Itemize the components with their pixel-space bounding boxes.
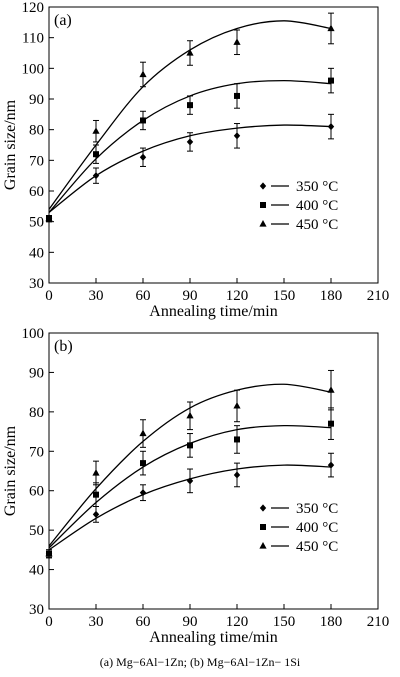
x-axis-title: Annealing time/min xyxy=(149,629,277,646)
plot-frame xyxy=(48,6,379,284)
data-point xyxy=(92,127,100,134)
legend-label: 400 °C xyxy=(296,198,338,214)
x-axis-title: Annealing time/min xyxy=(149,303,277,320)
data-point xyxy=(45,214,53,222)
x-tick-label: 210 xyxy=(367,288,390,304)
legend-label: 350 °C xyxy=(296,501,338,517)
data-point xyxy=(92,172,100,180)
legend-label: 350 °C xyxy=(296,179,338,195)
series-3 xyxy=(45,369,335,559)
y-tick-label: 70 xyxy=(29,153,44,169)
legend-marker xyxy=(260,202,266,208)
data-point xyxy=(92,468,100,476)
data-point xyxy=(45,549,53,557)
data-point xyxy=(328,420,334,427)
x-tick-label: 150 xyxy=(273,288,296,304)
figure-caption: (a) Mg−6Al−1Zn; (b) Mg−6Al−1Zn− 1Si xyxy=(100,655,301,669)
data-point xyxy=(93,151,99,158)
y-tick-label: 90 xyxy=(29,365,44,381)
series-2 xyxy=(46,67,334,223)
x-tick-label: 60 xyxy=(136,288,151,304)
legend-label: 450 °C xyxy=(296,217,338,233)
legend-marker xyxy=(260,524,266,530)
data-point xyxy=(139,429,147,437)
data-point xyxy=(233,471,241,479)
x-tick-label: 90 xyxy=(183,614,198,630)
data-point xyxy=(92,510,100,518)
legend-label: 450 °C xyxy=(296,539,338,555)
data-point xyxy=(234,92,240,99)
chart-panel-b: 0 30 60 90 120 150 180 21030405060708090100Anne… xyxy=(2,326,389,646)
data-point xyxy=(186,138,194,146)
x-tick-label: 30 xyxy=(89,288,104,304)
y-tick-label: 100 xyxy=(22,61,45,77)
data-point xyxy=(187,102,193,109)
x-tick-label: 180 xyxy=(320,614,343,630)
data-point xyxy=(327,386,335,393)
y-tick-label: 60 xyxy=(29,484,44,500)
chart-panel-a: 0 30 60 90 120 150 180 210304050607080901001101… xyxy=(2,0,389,320)
data-point xyxy=(327,461,335,469)
x-tick-label: 210 xyxy=(367,614,390,630)
y-tick-label: 110 xyxy=(22,31,44,47)
data-point xyxy=(327,24,335,32)
y-tick-label: 70 xyxy=(29,444,44,460)
data-point xyxy=(233,401,241,409)
y-tick-label: 80 xyxy=(29,123,44,139)
y-tick-label: 120 xyxy=(22,0,45,16)
x-tick-label: 0 xyxy=(45,614,53,630)
data-point xyxy=(139,153,147,161)
data-point xyxy=(186,49,194,56)
x-tick-label: 60 xyxy=(136,614,151,630)
legend: 350 °C 400 °C 450 °C xyxy=(259,179,338,233)
data-point xyxy=(93,491,99,498)
x-tick-label: 30 xyxy=(89,614,104,630)
data-point xyxy=(234,436,240,443)
series-1 xyxy=(45,113,335,223)
data-point xyxy=(187,442,193,449)
y-tick-label: 30 xyxy=(29,602,44,618)
legend-marker xyxy=(259,220,267,227)
legend-marker xyxy=(259,542,267,549)
data-point xyxy=(233,38,241,45)
panel-label: (b) xyxy=(54,338,73,355)
x-tick-label: 120 xyxy=(226,288,249,304)
data-point xyxy=(233,132,241,140)
x-tick-label: 90 xyxy=(183,288,198,304)
legend-marker xyxy=(259,182,267,190)
x-tick-label: 120 xyxy=(226,614,249,630)
y-axis-title: Grain size/nm xyxy=(2,425,19,516)
data-point xyxy=(140,117,146,124)
legend: 350 °C 400 °C 450 °C xyxy=(259,501,338,555)
x-tick-label: 180 xyxy=(320,288,343,304)
data-point xyxy=(139,489,147,497)
data-point xyxy=(186,411,194,419)
data-point xyxy=(139,70,147,78)
plot-frame xyxy=(48,332,379,610)
data-point xyxy=(140,460,146,467)
x-tick-label: 150 xyxy=(273,614,296,630)
series-1 xyxy=(45,452,335,559)
data-point xyxy=(328,77,334,84)
y-tick-label: 50 xyxy=(29,215,44,231)
y-tick-label: 30 xyxy=(29,276,44,292)
legend-label: 400 °C xyxy=(296,520,338,536)
data-point xyxy=(327,123,335,131)
y-tick-label: 50 xyxy=(29,523,44,539)
y-tick-label: 90 xyxy=(29,92,44,108)
panel-label: (a) xyxy=(54,12,72,29)
y-tick-label: 40 xyxy=(29,563,44,579)
data-point xyxy=(186,477,194,485)
y-tick-label: 60 xyxy=(29,184,44,200)
legend-marker xyxy=(259,504,267,512)
series-3 xyxy=(45,12,335,223)
y-tick-label: 80 xyxy=(29,405,44,421)
y-tick-label: 100 xyxy=(22,326,45,342)
y-axis-title: Grain size/nm xyxy=(2,99,19,190)
y-tick-label: 40 xyxy=(29,245,44,261)
x-tick-label: 0 xyxy=(45,288,53,304)
